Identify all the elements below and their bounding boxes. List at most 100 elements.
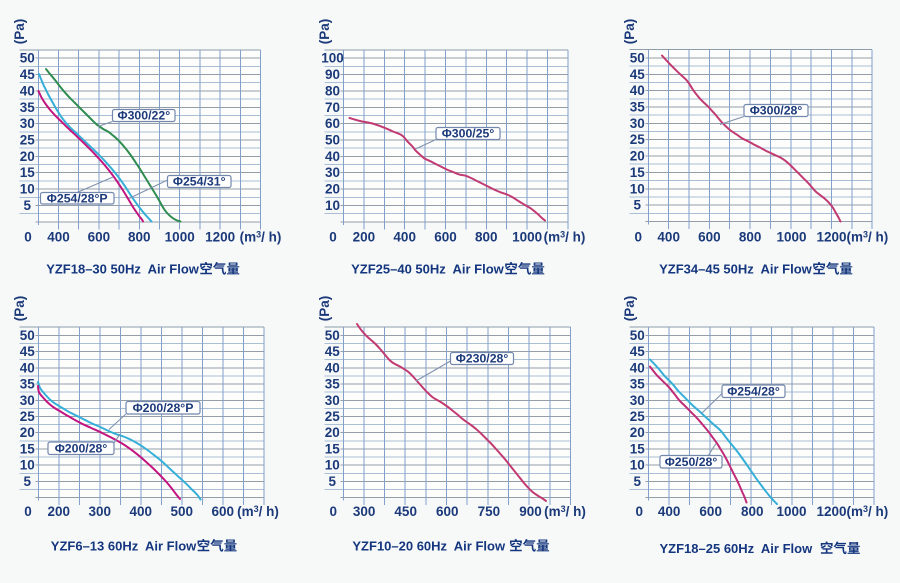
svg-text:YZF18–30 50Hz Air Flow: YZF18–30 50Hz Air Flow <box>46 262 200 277</box>
svg-text:45: 45 <box>630 67 646 82</box>
svg-text:50: 50 <box>630 50 645 65</box>
svg-text:20: 20 <box>325 182 340 197</box>
svg-text:35: 35 <box>20 100 36 115</box>
svg-text:30: 30 <box>630 116 645 131</box>
svg-text:20: 20 <box>20 425 35 440</box>
svg-text:35: 35 <box>630 377 646 392</box>
svg-text:400: 400 <box>130 504 153 519</box>
svg-text:800: 800 <box>475 229 498 244</box>
svg-text:35: 35 <box>20 377 36 392</box>
svg-text:(m3/ h): (m3/ h) <box>847 504 889 519</box>
svg-text:0: 0 <box>329 229 337 244</box>
svg-text:40: 40 <box>630 83 645 98</box>
svg-text:50: 50 <box>325 328 340 343</box>
svg-text:600: 600 <box>436 504 459 519</box>
svg-text:45: 45 <box>325 344 341 359</box>
svg-text:1200: 1200 <box>816 229 846 244</box>
svg-text:(Pa): (Pa) <box>622 296 637 322</box>
svg-text:60: 60 <box>325 116 340 131</box>
svg-text:1000: 1000 <box>165 229 195 244</box>
svg-text:YZF25–40 50Hz Air Flow: YZF25–40 50Hz Air Flow <box>351 262 505 277</box>
svg-text:50: 50 <box>20 328 35 343</box>
svg-text:(m3/ h): (m3/ h) <box>847 229 889 244</box>
svg-text:80: 80 <box>325 83 340 98</box>
svg-text:(m3/ h): (m3/ h) <box>237 504 279 519</box>
svg-text:1200: 1200 <box>205 229 235 244</box>
svg-text:800: 800 <box>128 229 151 244</box>
svg-text:450: 450 <box>394 504 417 519</box>
svg-text:600: 600 <box>698 229 721 244</box>
svg-text:15: 15 <box>630 165 646 180</box>
svg-text:YZF18–25 60Hz Air Flow: YZF18–25 60Hz Air Flow <box>660 541 814 556</box>
svg-text:5: 5 <box>24 474 32 489</box>
svg-text:40: 40 <box>630 360 645 375</box>
svg-text:25: 25 <box>20 409 36 424</box>
svg-text:45: 45 <box>20 67 36 82</box>
svg-text:10: 10 <box>20 182 35 197</box>
svg-text:15: 15 <box>20 165 36 180</box>
svg-text:0: 0 <box>330 504 338 519</box>
svg-text:10: 10 <box>630 181 645 196</box>
svg-text:1200: 1200 <box>816 504 846 519</box>
svg-text:40: 40 <box>325 149 340 164</box>
svg-text:0: 0 <box>635 229 643 244</box>
svg-text:15: 15 <box>630 442 646 457</box>
svg-text:600: 600 <box>88 229 111 244</box>
svg-text:(Pa): (Pa) <box>12 19 27 45</box>
svg-text:25: 25 <box>325 409 341 424</box>
svg-text:(Pa): (Pa) <box>12 296 27 322</box>
svg-text:(Pa): (Pa) <box>317 296 332 322</box>
svg-text:600: 600 <box>434 229 457 244</box>
svg-text:Φ300/22°: Φ300/22° <box>117 109 170 123</box>
svg-text:70: 70 <box>325 100 340 115</box>
svg-text:20: 20 <box>325 425 340 440</box>
svg-text:15: 15 <box>20 442 36 457</box>
svg-text:Φ254/28°P: Φ254/28°P <box>47 191 108 205</box>
svg-text:(m3/ h): (m3/ h) <box>544 229 586 244</box>
svg-text:300: 300 <box>89 504 112 519</box>
svg-text:YZF34–45 50Hz Air Flow: YZF34–45 50Hz Air Flow <box>659 262 813 277</box>
svg-text:30: 30 <box>20 393 35 408</box>
svg-text:1000: 1000 <box>512 229 542 244</box>
svg-text:10: 10 <box>325 458 340 473</box>
svg-text:800: 800 <box>739 229 762 244</box>
svg-text:400: 400 <box>47 229 70 244</box>
svg-text:35: 35 <box>325 377 341 392</box>
svg-text:YZF6–13 60Hz Air Flow: YZF6–13 60Hz Air Flow <box>51 539 197 554</box>
svg-text:Φ300/25°: Φ300/25° <box>442 127 495 141</box>
svg-text:Φ250/28°: Φ250/28° <box>665 455 718 469</box>
svg-text:5: 5 <box>24 198 32 213</box>
svg-text:0: 0 <box>24 504 32 519</box>
svg-text:750: 750 <box>478 504 501 519</box>
svg-text:600: 600 <box>212 504 235 519</box>
svg-text:800: 800 <box>741 504 764 519</box>
svg-text:10: 10 <box>325 198 340 213</box>
svg-text:0: 0 <box>636 504 644 519</box>
svg-text:15: 15 <box>325 442 341 457</box>
svg-text:Φ230/28°: Φ230/28° <box>456 352 509 366</box>
svg-text:(Pa): (Pa) <box>622 19 637 45</box>
svg-text:Φ200/28°P: Φ200/28°P <box>133 401 194 415</box>
svg-text:50: 50 <box>325 133 340 148</box>
svg-text:400: 400 <box>658 504 681 519</box>
svg-text:Φ254/28°: Φ254/28° <box>727 384 780 398</box>
svg-text:30: 30 <box>630 393 645 408</box>
svg-text:50: 50 <box>630 328 645 343</box>
svg-text:40: 40 <box>325 360 340 375</box>
svg-text:30: 30 <box>325 393 340 408</box>
svg-text:25: 25 <box>20 133 36 148</box>
svg-text:30: 30 <box>20 116 35 131</box>
svg-text:(m3/ h): (m3/ h) <box>240 229 282 244</box>
svg-text:200: 200 <box>48 504 71 519</box>
svg-text:20: 20 <box>20 149 35 164</box>
svg-text:25: 25 <box>630 132 646 147</box>
svg-text:45: 45 <box>20 344 36 359</box>
svg-text:1000: 1000 <box>776 504 806 519</box>
svg-text:35: 35 <box>630 100 646 115</box>
svg-text:25: 25 <box>630 409 646 424</box>
svg-text:Φ200/28°: Φ200/28° <box>55 441 108 455</box>
svg-text:20: 20 <box>630 425 645 440</box>
svg-text:5: 5 <box>329 474 337 489</box>
svg-text:100: 100 <box>321 51 344 66</box>
svg-text:5: 5 <box>634 474 642 489</box>
